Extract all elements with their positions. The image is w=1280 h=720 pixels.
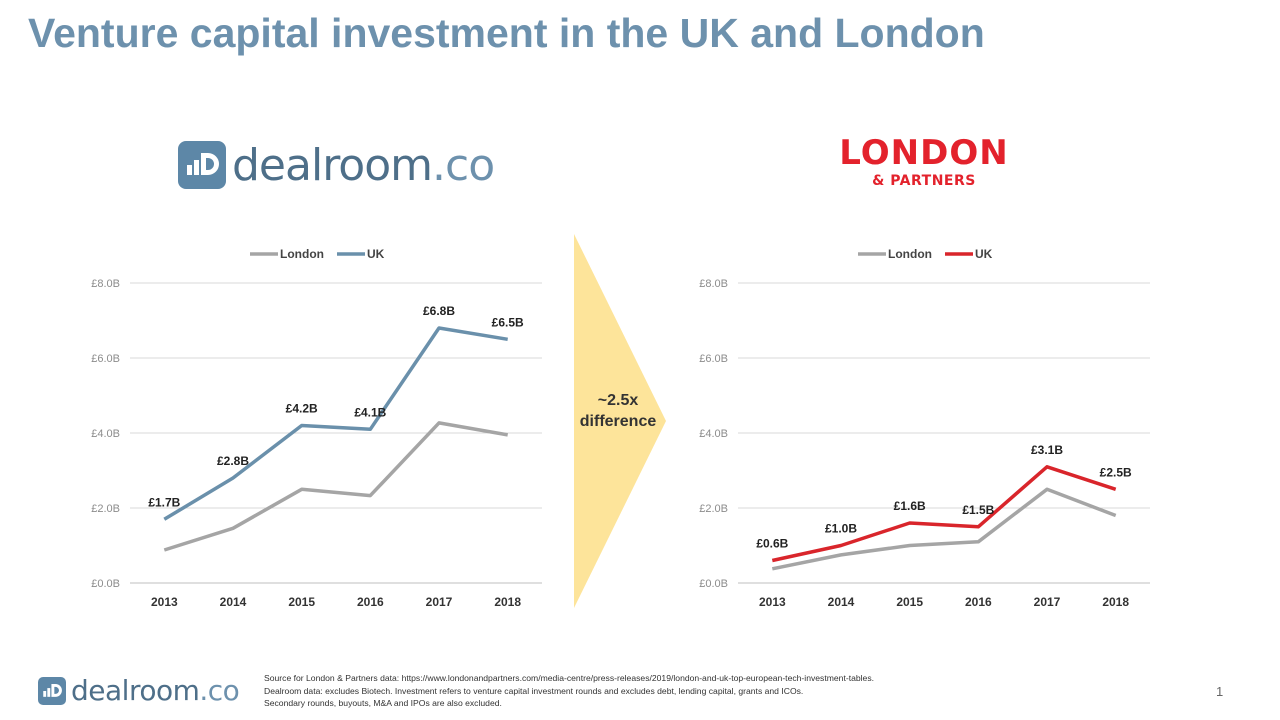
x-tick-label: 2013 (759, 595, 786, 609)
dealroom-vc-line-chart: £0.0B £2.0B £4.0B £6.0B £8.0B 2013 2014 2015 201… (91, 247, 542, 609)
data-label: £6.8B (423, 304, 455, 318)
x-tick-label: 2016 (357, 595, 384, 609)
legend-entry: London (280, 247, 324, 261)
data-label: £2.8B (217, 454, 249, 468)
x-tick-label: 2017 (1034, 595, 1061, 609)
x-tick-label: 2018 (494, 595, 521, 609)
data-label: £0.6B (756, 537, 788, 551)
london-partners-logo-line1: LONDON (839, 133, 1009, 173)
x-tick-label: 2014 (220, 595, 247, 609)
y-tick-label: £6.0B (91, 353, 120, 365)
y-tick-label: £4.0B (699, 428, 728, 440)
footer-note-1: Source for London & Partners data: https… (264, 673, 875, 683)
y-tick-label: £2.0B (699, 503, 728, 515)
data-label: £2.5B (1100, 465, 1132, 479)
x-tick-label: 2016 (965, 595, 992, 609)
comparison-arrow-label: ~2.5x difference (568, 390, 668, 432)
data-label: £4.2B (286, 402, 318, 416)
london-partners-logo-line2: & PARTNERS (872, 173, 976, 189)
x-tick-label: 2013 (151, 595, 178, 609)
data-label: £1.7B (148, 495, 180, 509)
data-label: £1.0B (825, 522, 857, 536)
footer-note-3: Secondary rounds, buyouts, M&A and IPOs … (264, 698, 502, 708)
x-tick-label: 2015 (896, 595, 923, 609)
data-label: £3.1B (1031, 443, 1063, 457)
y-tick-label: £0.0B (91, 578, 120, 590)
footer-source-notes: Source for London & Partners data: https… (264, 672, 1164, 710)
x-tick-label: 2018 (1102, 595, 1129, 609)
x-tick-label: 2014 (828, 595, 855, 609)
footer-dealroom-wordmark: dealroom.co (71, 674, 240, 707)
legend-entry: UK (975, 247, 993, 261)
y-tick-label: £8.0B (91, 278, 120, 290)
arrow-label-line2: difference (579, 413, 657, 430)
y-tick-label: £2.0B (91, 503, 120, 515)
page-title: Venture capital investment in the UK and… (28, 10, 985, 56)
data-label: £4.1B (354, 405, 386, 419)
footer-dealroom-logo-mark-icon (38, 676, 66, 705)
y-tick-label: £6.0B (699, 353, 728, 365)
dealroom-wordmark: dealroom.co (232, 139, 495, 191)
y-tick-label: £0.0B (699, 578, 728, 590)
x-tick-label: 2017 (426, 595, 453, 609)
y-tick-label: £4.0B (91, 428, 120, 440)
data-label: £1.6B (894, 499, 926, 513)
arrow-label-line1: ~2.5x (597, 392, 639, 409)
london-partners-logo: LONDON & PARTNERS (836, 134, 1012, 190)
series-line-uk (771, 465, 1117, 563)
london-partners-vc-line-chart: £0.0B £2.0B £4.0B £6.0B £8.0B 2013 2014 2015 201… (699, 247, 1150, 609)
data-label: £1.5B (962, 503, 994, 517)
series-line-london (163, 421, 509, 552)
page-number: 1 (1216, 684, 1224, 699)
comparison-arrow-icon (574, 234, 666, 608)
x-tick-label: 2015 (288, 595, 315, 609)
dealroom-logo: dealroom.co (178, 139, 495, 191)
y-tick-label: £8.0B (699, 278, 728, 290)
legend-entry: London (888, 247, 932, 261)
footer-note-2: Dealroom data: excludes Biotech. Investm… (264, 685, 804, 696)
series-line-london (771, 487, 1117, 571)
footer-dealroom-logo: dealroom.co (38, 674, 240, 707)
data-label: £6.5B (492, 315, 524, 329)
series-line-uk (163, 326, 508, 521)
legend-entry: UK (367, 247, 385, 261)
dealroom-logo-mark-icon (178, 141, 226, 189)
